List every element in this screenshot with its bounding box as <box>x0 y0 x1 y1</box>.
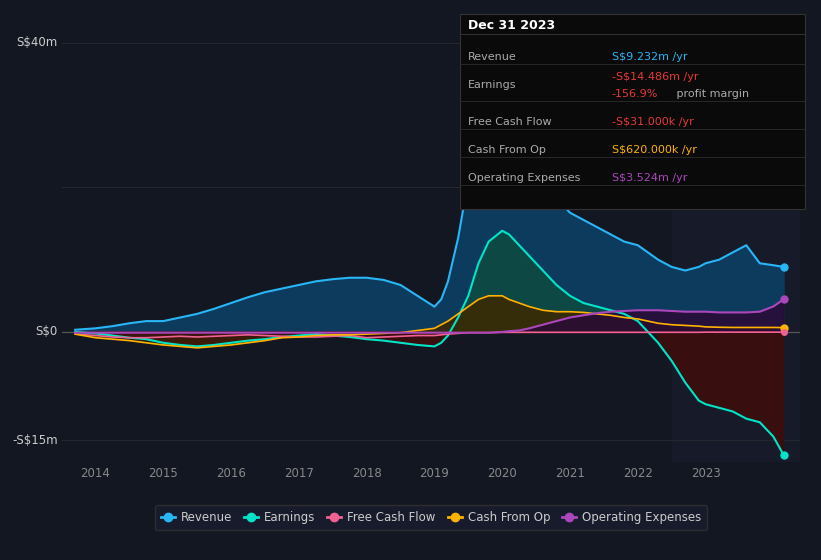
Text: profit margin: profit margin <box>673 89 750 99</box>
Legend: Revenue, Earnings, Free Cash Flow, Cash From Op, Operating Expenses: Revenue, Earnings, Free Cash Flow, Cash … <box>155 505 707 530</box>
Text: S$9.232m /yr: S$9.232m /yr <box>612 53 687 62</box>
Text: -S$14.486m /yr: -S$14.486m /yr <box>612 72 698 82</box>
Text: -S$15m: -S$15m <box>12 434 57 447</box>
Text: Operating Expenses: Operating Expenses <box>468 173 580 183</box>
Text: Dec 31 2023: Dec 31 2023 <box>468 18 555 32</box>
Bar <box>672 14 800 462</box>
Text: S$3.524m /yr: S$3.524m /yr <box>612 173 687 183</box>
Text: -156.9%: -156.9% <box>612 89 658 99</box>
Text: -S$31.000k /yr: -S$31.000k /yr <box>612 117 694 127</box>
Text: Cash From Op: Cash From Op <box>468 145 546 155</box>
Text: S$0: S$0 <box>35 325 57 338</box>
Text: S$40m: S$40m <box>16 36 57 49</box>
Text: S$620.000k /yr: S$620.000k /yr <box>612 145 696 155</box>
Text: Revenue: Revenue <box>468 53 516 62</box>
Text: Free Cash Flow: Free Cash Flow <box>468 117 552 127</box>
Text: Earnings: Earnings <box>468 81 516 90</box>
